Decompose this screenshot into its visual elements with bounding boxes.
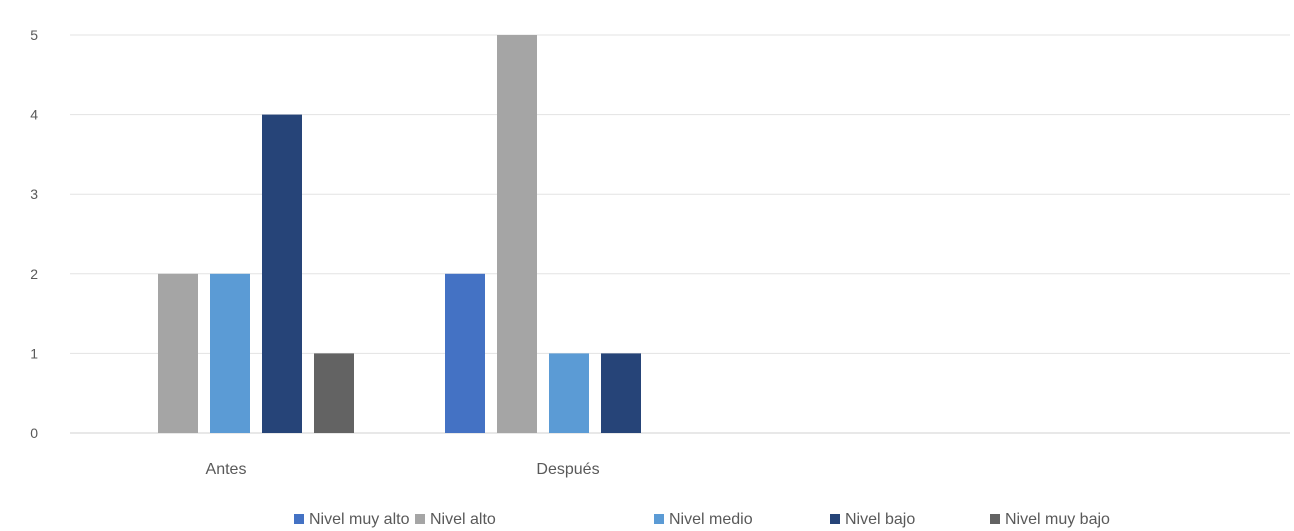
y-tick-label: 4 — [30, 107, 38, 123]
y-tick-label: 5 — [30, 27, 38, 43]
y-axis-ticks: 0 1 2 3 4 5 — [30, 27, 38, 441]
legend-label: Nivel medio — [669, 511, 753, 528]
bar — [314, 353, 354, 433]
legend-label: Nivel bajo — [845, 511, 915, 528]
bar — [497, 35, 537, 433]
bar — [445, 273, 485, 433]
legend-swatch — [294, 514, 304, 524]
x-axis-labels: Antes Después — [206, 461, 600, 478]
gridlines — [70, 34, 1290, 434]
legend-label: Nivel muy alto — [309, 511, 410, 528]
bar — [601, 353, 641, 433]
bar — [262, 114, 302, 433]
legend: Nivel muy alto Nivel alto Nivel medio Nivel… — [294, 511, 1110, 528]
legend-swatch — [654, 514, 664, 524]
bar — [549, 353, 589, 433]
x-tick-label: Antes — [206, 461, 247, 478]
legend-swatch — [415, 514, 425, 524]
y-tick-label: 3 — [30, 186, 38, 202]
legend-label: Nivel alto — [430, 511, 496, 528]
legend-swatch — [830, 514, 840, 524]
y-tick-label: 0 — [30, 425, 38, 441]
legend-swatch — [990, 514, 1000, 524]
y-tick-label: 1 — [30, 345, 38, 361]
legend-label: Nivel muy bajo — [1005, 511, 1110, 528]
bars — [158, 35, 641, 433]
bar — [158, 273, 198, 433]
bar — [210, 273, 250, 433]
x-tick-label: Después — [536, 461, 599, 478]
y-tick-label: 2 — [30, 266, 38, 282]
